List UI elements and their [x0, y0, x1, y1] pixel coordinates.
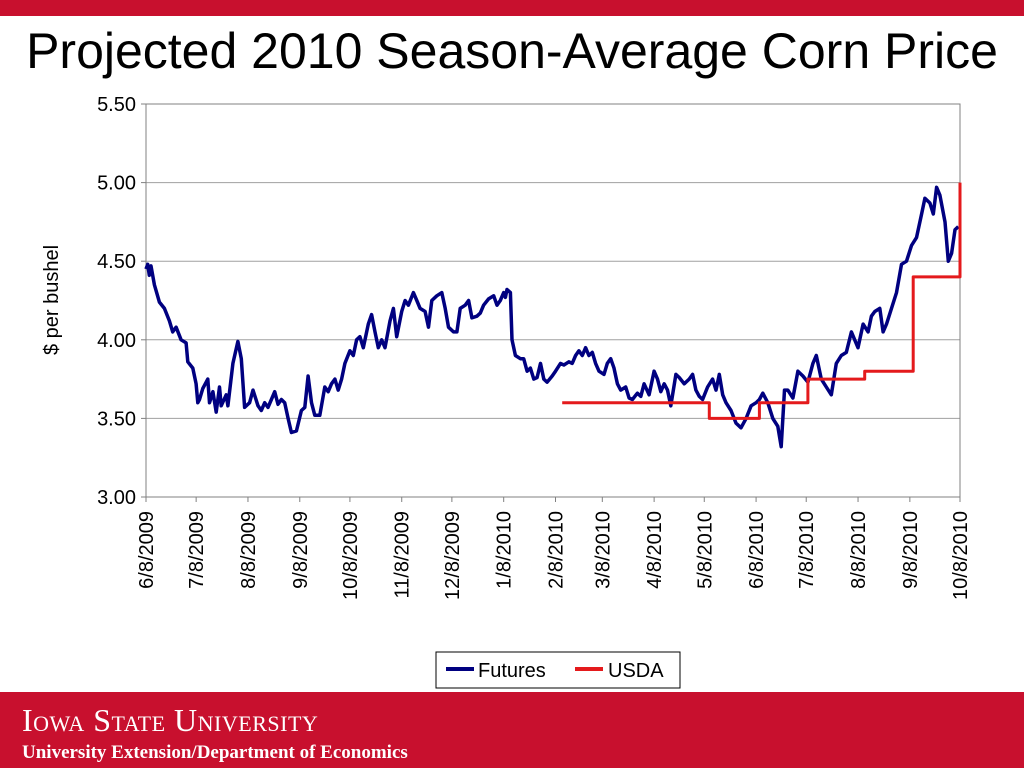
series-line-usda	[562, 182, 962, 420]
x-tick-label: 1/8/2010	[494, 511, 516, 589]
y-tick-label: 4.50	[97, 251, 136, 273]
axes: 3.00 3.50 4.00 4.50 5.00 5.50 6/8/2009 7/8/2009…	[97, 94, 972, 600]
legend-box	[435, 651, 681, 689]
x-tick-label: 7/8/2010	[796, 511, 818, 589]
series	[144, 182, 962, 449]
x-tick-label: 2/8/2010	[546, 511, 568, 589]
university-wordmark: Iowa State University	[22, 702, 318, 739]
legend-label-futures: Futures	[478, 660, 546, 682]
legend: Futures USDA	[435, 651, 681, 689]
x-tick-label: 10/8/2010	[950, 511, 972, 600]
series-line-futures	[144, 185, 960, 449]
y-tick-label: 5.00	[97, 173, 136, 195]
x-tick-label: 6/8/2010	[746, 511, 768, 589]
y-tick-label: 4.00	[97, 330, 136, 352]
x-tick-label: 9/8/2010	[900, 511, 922, 589]
y-axis-label: $ per bushel	[41, 245, 63, 355]
department-name: University Extension/Department of Econo…	[22, 742, 408, 763]
y-tick-label: 3.50	[97, 408, 136, 430]
x-tick-label: 8/8/2009	[238, 511, 260, 589]
y-tick-label: 3.00	[97, 487, 136, 509]
x-tick-label: 7/8/2009	[186, 511, 208, 589]
university-name: Iowa State University	[22, 702, 319, 738]
line-chart: 3.00 3.50 4.00 4.50 5.00 5.50 6/8/2009 7/8/2009…	[41, 94, 972, 689]
x-tick-label: 5/8/2010	[694, 511, 716, 589]
y-tick-label: 5.50	[97, 94, 136, 116]
x-tick-label: 4/8/2010	[644, 511, 666, 589]
footer-bar: Iowa State University University Extensi…	[0, 692, 1024, 768]
x-tick-label: 8/8/2010	[848, 511, 870, 589]
legend-label-usda: USDA	[608, 660, 664, 682]
x-tick-label: 12/8/2009	[442, 511, 464, 600]
slide-title: Projected 2010 Season-Average Corn Price	[26, 23, 998, 79]
plot-area-border	[145, 103, 961, 498]
x-tick-label: 9/8/2009	[290, 511, 312, 589]
x-tick-label: 11/8/2009	[392, 511, 414, 599]
gridlines	[146, 182, 960, 419]
x-tick-label: 3/8/2010	[592, 511, 614, 589]
x-tick-label: 6/8/2009	[136, 511, 158, 589]
x-tick-label: 10/8/2009	[340, 511, 362, 600]
top-brand-bar	[0, 0, 1024, 16]
